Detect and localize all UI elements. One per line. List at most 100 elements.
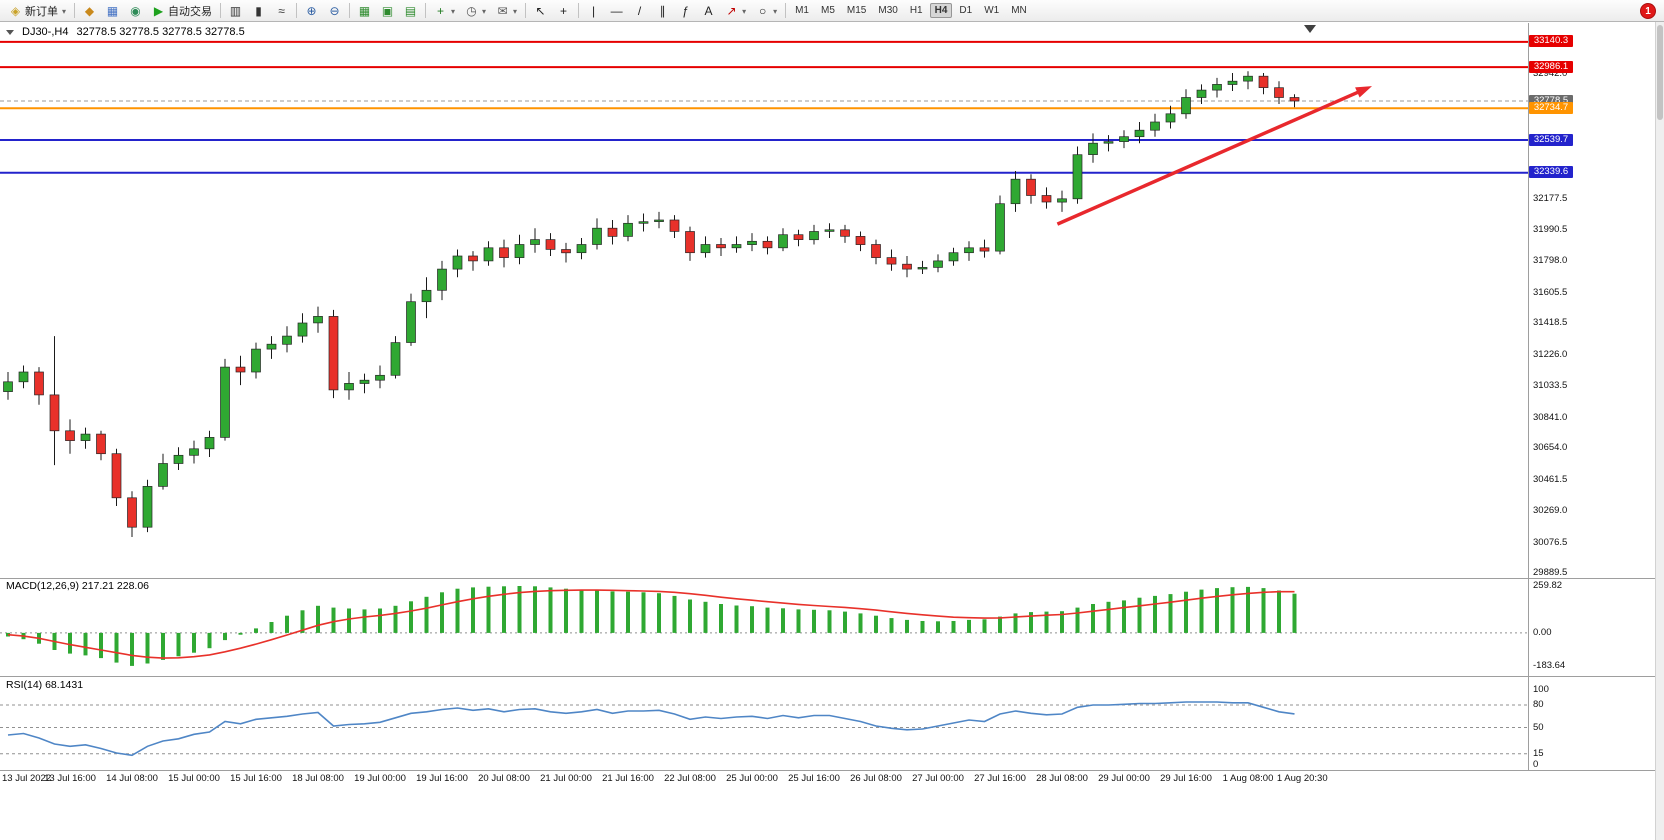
zoom-in-icon: ⊕ <box>306 3 317 18</box>
crosshair-icon: + <box>560 3 568 18</box>
ohlc-values: 32778.5 32778.5 32778.5 32778.5 <box>76 26 245 38</box>
auto-trading-label: 自动交易 <box>168 5 213 18</box>
text-button[interactable]: A <box>697 2 720 20</box>
period-clock-button[interactable]: ◷ <box>460 2 491 20</box>
channel-icon: ∥ <box>659 3 666 18</box>
toolbar-separator <box>425 3 427 18</box>
rsi-pane[interactable] <box>0 701 1528 757</box>
cascade-windows-icon: ▣ <box>381 3 394 18</box>
trend-arrow <box>1355 86 1372 98</box>
zoom-out-icon: ⊖ <box>329 3 340 18</box>
arrows-icon: ↗ <box>726 3 737 18</box>
toolbar-tools: ▥ ▮ ≈ ⊕ ⊖ ▦ ▣ ▤ + ◷ ✉ ↖ + | — / ∥ ƒA ↗ ○ <box>217 2 782 20</box>
horizontal-line-icon: — <box>610 3 623 18</box>
arrange-windows-button[interactable]: ▤ <box>399 2 422 20</box>
add-indicator-icon: + <box>437 3 445 18</box>
market-watch-button[interactable]: ◆ <box>78 2 101 20</box>
bar-chart-button[interactable]: ▥ <box>224 2 247 20</box>
data-window-icon: ▦ <box>106 3 119 18</box>
vertical-line-icon: | <box>592 3 596 18</box>
toolbar-separator <box>525 3 527 18</box>
shapes-button[interactable]: ○ <box>751 2 782 20</box>
chevron-down-icon <box>61 5 66 17</box>
shapes-icon: ○ <box>758 3 767 18</box>
main-toolbar: ◈ 新订单 ◆ ▦ ◉ ▶ 自动交易 ▥ ▮ ≈ ⊕ ⊖ ▦ ▣ ▤ + ◷ ✉ ↖ + | — / ∥ ƒA ↗ ○ M… <box>0 0 1664 22</box>
navigator-button[interactable]: ◉ <box>124 2 147 20</box>
pane-borders <box>0 23 1664 771</box>
price-pane[interactable] <box>0 25 1528 537</box>
toolbar-separator <box>785 3 787 18</box>
data-window-button[interactable]: ▦ <box>101 2 124 20</box>
toolbar-separator <box>296 3 298 18</box>
auto-trading-play-icon: ▶ <box>153 3 164 18</box>
fibonacci-button[interactable]: ƒ <box>674 2 697 20</box>
timeframe-mn-button[interactable]: MN <box>1011 5 1027 16</box>
line-chart-button[interactable]: ≈ <box>270 2 293 20</box>
macd-signal-line <box>7 589 1295 659</box>
chart-info-bar: DJ30-,H4 32778.5 32778.5 32778.5 32778.5 <box>6 26 245 38</box>
trendline-icon: / <box>637 3 642 18</box>
period-clock-icon: ◷ <box>466 3 477 18</box>
timeframe-h4-button[interactable]: H4 <box>929 3 953 18</box>
timeframe-m15-button[interactable]: M15 <box>846 5 867 16</box>
vertical-line-button[interactable]: | <box>582 2 605 20</box>
zoom-in-button[interactable]: ⊕ <box>300 2 323 20</box>
notification-badge[interactable]: 1 <box>1640 3 1656 19</box>
channel-button[interactable]: ∥ <box>651 2 674 20</box>
arrange-windows-icon: ▤ <box>404 3 417 18</box>
arrows-button[interactable]: ↗ <box>720 2 751 20</box>
chevron-down-icon <box>450 5 455 17</box>
timeframe-m5-button[interactable]: M5 <box>821 5 835 16</box>
toolbar-window-buttons: ◆ ▦ ◉ <box>78 2 147 20</box>
timeframe-m30-button[interactable]: M30 <box>878 5 898 16</box>
toolbar-separator <box>578 3 580 18</box>
template-icon: ✉ <box>497 3 508 18</box>
vertical-scrollbar[interactable] <box>1655 22 1664 840</box>
cascade-windows-button[interactable]: ▣ <box>376 2 399 20</box>
timeframe-buttons: M1 M5 M15 M30 H1 H4 D1 W1 MN <box>782 3 1033 18</box>
trendline-button[interactable]: / <box>628 2 651 20</box>
chevron-down-icon <box>741 5 746 17</box>
new-order-label: 新订单 <box>25 5 58 18</box>
toolbar-separator <box>74 3 76 18</box>
new-order-icon: ◈ <box>10 3 21 18</box>
toolbar-separator <box>349 3 351 18</box>
last-bar-marker <box>1304 25 1316 33</box>
crosshair-button[interactable]: + <box>552 2 575 20</box>
candlestick-chart-button[interactable]: ▮ <box>247 2 270 20</box>
macd-pane[interactable] <box>0 586 1528 666</box>
text-icon: A <box>704 3 713 18</box>
cursor-icon: ↖ <box>535 3 546 18</box>
market-watch-icon: ◆ <box>84 3 95 18</box>
chevron-down-icon <box>481 5 486 17</box>
rsi-line <box>7 701 1295 757</box>
bar-chart-icon: ▥ <box>229 3 242 18</box>
template-button[interactable]: ✉ <box>491 2 522 20</box>
cursor-button[interactable]: ↖ <box>529 2 552 20</box>
timeframe-h1-button[interactable]: H1 <box>909 5 923 16</box>
timeframe-d1-button[interactable]: D1 <box>959 5 973 16</box>
symbol-period-label: DJ30-,H4 <box>22 26 69 38</box>
timeframe-w1-button[interactable]: W1 <box>984 5 1000 16</box>
macd-indicator-label: MACD(12,26,9) 217.21 228.06 <box>6 580 150 592</box>
timeframe-m1-button[interactable]: M1 <box>795 5 809 16</box>
navigator-icon: ◉ <box>130 3 141 18</box>
one-click-trading-toggle[interactable] <box>6 29 14 35</box>
auto-trading-button[interactable]: ▶ 自动交易 <box>147 2 217 20</box>
chevron-down-icon <box>512 5 517 17</box>
toolbar-separator <box>220 3 222 18</box>
scrollbar-thumb[interactable] <box>1657 25 1663 120</box>
rsi-indicator-label: RSI(14) 68.1431 <box>6 679 84 691</box>
line-chart-icon: ≈ <box>278 3 285 18</box>
new-order-button[interactable]: ◈ 新订单 <box>4 2 71 20</box>
tile-windows-button[interactable]: ▦ <box>353 2 376 20</box>
chevron-down-icon <box>772 5 777 17</box>
add-indicator-button[interactable]: + <box>429 2 460 20</box>
candlestick-chart-icon: ▮ <box>255 3 262 18</box>
fibonacci-icon: ƒ <box>682 3 689 18</box>
horizontal-line-button[interactable]: — <box>605 2 628 20</box>
tile-windows-icon: ▦ <box>358 3 371 18</box>
zoom-out-button[interactable]: ⊖ <box>323 2 346 20</box>
